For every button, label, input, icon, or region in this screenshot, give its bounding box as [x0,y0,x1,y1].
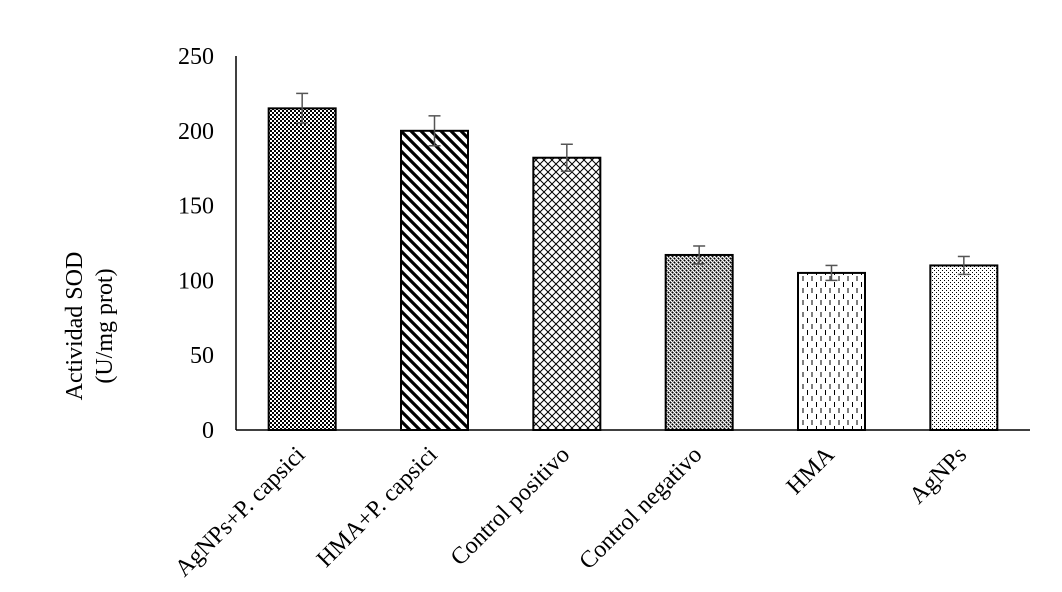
error-bar-0 [296,92,309,125]
bars-group [267,107,999,432]
error-bars-group [296,92,970,282]
error-bar-4 [825,264,838,282]
bar-5 [929,264,999,431]
error-bar-5 [957,255,970,276]
y-tick-label-2: 100 [178,268,214,294]
bar-4 [797,271,866,432]
bar-3 [664,253,734,431]
x-category-label-0: AgNPs+P. capsici [170,442,310,582]
y-tick-label-0: 0 [202,418,214,444]
y-tick-label-1: 50 [190,343,214,369]
error-bar-2 [560,143,573,172]
y-tick-label-3: 150 [178,194,214,220]
error-bar-1 [428,115,441,147]
x-category-label-5: AgNPs [905,442,972,509]
x-category-labels: AgNPs+P. capsici HMA+P. capsici Control po… [170,441,972,582]
y-tick-labels: 0 50 100 150 200 250 [178,44,214,444]
x-category-label-3: Control negativo [574,442,707,575]
x-category-label-1: HMA+P. capsici [312,442,443,573]
y-axis-title-line1: Actividad SOD [62,252,88,401]
y-tick-label-5: 250 [178,44,214,70]
axes-group [235,56,1030,431]
error-bar-3 [693,245,706,265]
y-axis-title: Actividad SOD (U/mg prot) [62,252,118,401]
y-axis-title-line2: (U/mg prot) [92,268,118,383]
x-category-label-2: Control positivo [446,442,575,571]
bar-1 [400,129,469,432]
bar-0 [267,107,337,432]
x-category-label-4: HMA [782,441,840,499]
bar-2 [532,156,602,431]
y-tick-label-4: 200 [178,119,214,145]
